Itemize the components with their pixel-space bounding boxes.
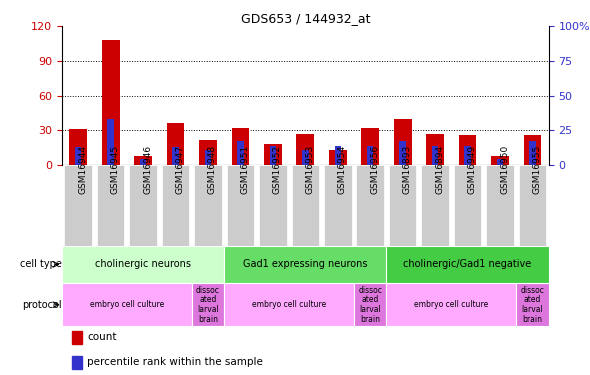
Bar: [172, 147, 179, 165]
Bar: [486, 165, 514, 246]
Bar: [291, 165, 319, 246]
Bar: [72, 356, 83, 369]
Bar: [194, 165, 222, 246]
Bar: [227, 165, 254, 246]
Text: GSM16951: GSM16951: [240, 144, 250, 194]
Text: dissoc
ated
larval
brain: dissoc ated larval brain: [196, 286, 220, 324]
Text: GSM16944: GSM16944: [78, 144, 87, 194]
Bar: [62, 246, 224, 283]
Bar: [432, 146, 438, 165]
Text: embryo cell culture: embryo cell culture: [414, 300, 489, 309]
Text: GSM16948: GSM16948: [208, 144, 217, 194]
Bar: [356, 165, 384, 246]
Bar: [519, 165, 546, 246]
Text: GSM16952: GSM16952: [273, 144, 282, 194]
Bar: [140, 159, 146, 165]
Bar: [361, 128, 379, 165]
Bar: [264, 144, 282, 165]
Bar: [69, 129, 87, 165]
Bar: [394, 119, 412, 165]
Text: GSM16894: GSM16894: [435, 144, 444, 194]
Text: GSM16950: GSM16950: [500, 144, 509, 194]
Title: GDS653 / 144932_at: GDS653 / 144932_at: [241, 12, 370, 25]
Bar: [192, 283, 224, 326]
Bar: [72, 331, 83, 344]
Bar: [259, 165, 287, 246]
Bar: [205, 150, 211, 165]
Bar: [224, 246, 386, 283]
Bar: [224, 283, 354, 326]
Text: percentile rank within the sample: percentile rank within the sample: [87, 357, 263, 367]
Bar: [354, 283, 386, 326]
Bar: [97, 165, 124, 246]
Bar: [464, 146, 471, 165]
Text: dissoc
ated
larval
brain: dissoc ated larval brain: [520, 286, 545, 324]
Bar: [523, 135, 542, 165]
Bar: [296, 134, 314, 165]
Bar: [162, 165, 189, 246]
Bar: [421, 165, 449, 246]
Bar: [199, 140, 217, 165]
Bar: [389, 165, 417, 246]
Text: GSM16945: GSM16945: [111, 144, 120, 194]
Bar: [529, 141, 536, 165]
Bar: [335, 146, 341, 165]
Bar: [166, 123, 185, 165]
Bar: [497, 159, 503, 165]
Bar: [324, 165, 352, 246]
Bar: [101, 40, 120, 165]
Bar: [367, 146, 373, 165]
Bar: [270, 146, 276, 165]
Bar: [237, 141, 244, 165]
Text: dissoc
ated
larval
brain: dissoc ated larval brain: [358, 286, 382, 324]
Text: GSM16946: GSM16946: [143, 144, 152, 194]
Bar: [386, 283, 516, 326]
Bar: [62, 283, 192, 326]
Bar: [107, 119, 114, 165]
Text: GSM16947: GSM16947: [175, 144, 185, 194]
Bar: [134, 156, 152, 165]
Text: GSM16953: GSM16953: [306, 144, 314, 194]
Bar: [399, 141, 406, 165]
Bar: [302, 150, 309, 165]
Text: GSM16954: GSM16954: [337, 144, 347, 194]
Text: GSM16955: GSM16955: [532, 144, 542, 194]
Text: protocol: protocol: [22, 300, 62, 310]
Bar: [231, 128, 250, 165]
Text: embryo cell culture: embryo cell culture: [252, 300, 326, 309]
Bar: [426, 134, 444, 165]
Bar: [75, 147, 81, 165]
Text: Gad1 expressing neurons: Gad1 expressing neurons: [243, 260, 368, 269]
Text: embryo cell culture: embryo cell culture: [90, 300, 164, 309]
Bar: [129, 165, 157, 246]
Text: GSM16956: GSM16956: [371, 144, 379, 194]
Bar: [458, 135, 477, 165]
Text: cell type: cell type: [20, 260, 62, 269]
Bar: [454, 165, 481, 246]
Text: GSM16893: GSM16893: [402, 144, 412, 194]
Bar: [491, 156, 509, 165]
Bar: [386, 246, 549, 283]
Text: GSM16949: GSM16949: [467, 144, 477, 194]
Bar: [329, 150, 347, 165]
Bar: [64, 165, 92, 246]
Text: cholinergic/Gad1 negative: cholinergic/Gad1 negative: [404, 260, 532, 269]
Text: count: count: [87, 333, 117, 342]
Bar: [516, 283, 549, 326]
Text: cholinergic neurons: cholinergic neurons: [95, 260, 191, 269]
